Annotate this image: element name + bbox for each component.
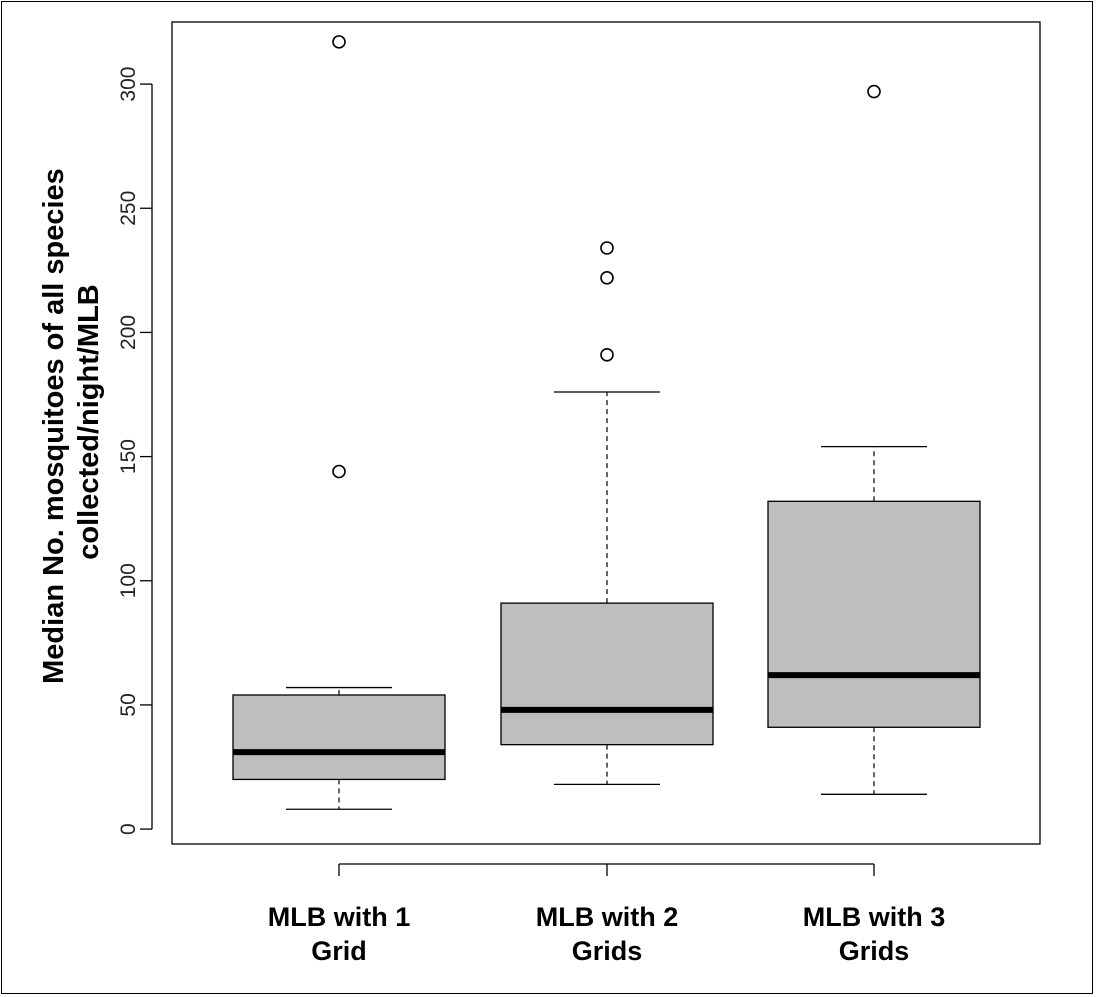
y-tick-label: 300 [117,67,140,102]
x-category-label-line: MLB with 2 [536,902,679,932]
y-tick-label: 0 [117,823,140,835]
outlier-point [600,241,614,255]
outlier-point [867,84,881,99]
x-axis: MLB with 1 Grid MLB with 2 Grids MLB with 3 G… [268,863,946,966]
box-group [500,241,714,786]
outlier-point [600,347,614,362]
box-group [767,84,981,795]
y-axis: 0 50 100 150 200 250 300 [117,67,153,835]
box-iqr [500,602,714,746]
y-tick-label: 200 [117,315,140,350]
x-category-label: MLB with 1 Grid [268,902,411,966]
y-axis-label: Median No. mosquitoes of all species col… [38,160,105,684]
x-category-label-line: MLB with 1 [268,902,411,932]
y-tick-label: 100 [117,563,140,598]
y-axis-label-line-2: collected/night/MLB [73,284,105,560]
y-tick-label: 250 [117,191,140,226]
y-tick-label: 50 [117,693,140,716]
box-group [232,35,446,810]
x-category-label-line: Grids [572,936,643,966]
y-tick-label: 150 [117,439,140,474]
y-axis-label-line-1: Median No. mosquitoes of all species [38,168,70,684]
box-iqr [767,500,981,728]
outlier-point [332,464,346,479]
box-iqr [232,694,446,781]
outlier-point [600,270,614,285]
x-category-label-line: Grids [839,936,910,966]
outlier-point [332,35,346,49]
x-category-label: MLB with 2 Grids [536,902,679,966]
x-category-label-line: Grid [311,936,367,966]
x-category-label-line: MLB with 3 [803,902,946,932]
box-series [232,35,981,810]
x-category-label: MLB with 3 Grids [803,902,946,966]
plot-area-border [171,21,1041,845]
